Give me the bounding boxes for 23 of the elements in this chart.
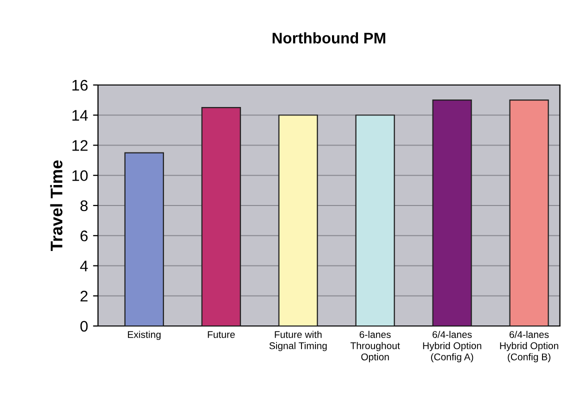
bar — [509, 100, 549, 326]
y-tick-label: 16 — [72, 80, 88, 91]
x-tick-label: 6/4-lanes Hybrid Option (Config B) — [500, 330, 558, 362]
y-tick-label: 4 — [80, 260, 88, 272]
chart-title: Northbound PM — [272, 32, 386, 44]
y-tick-label: 2 — [80, 290, 88, 302]
bar — [278, 114, 318, 326]
bar — [124, 152, 164, 326]
x-tick-label: 6-lanes Throughout Option — [350, 330, 400, 362]
y-tick-label: 12 — [72, 140, 88, 151]
y-axis-title: Travel Time — [50, 160, 62, 252]
y-tick-label: 14 — [72, 110, 88, 121]
bar — [201, 107, 241, 326]
x-tick-label: Future — [208, 331, 235, 338]
x-tick-label: 6/4-lanes Hybrid Option (Config A) — [423, 330, 482, 362]
x-tick-label: Existing — [128, 330, 161, 340]
y-tick-label: 0 — [80, 320, 88, 332]
y-tick-label: 10 — [72, 170, 88, 182]
y-tick-label: 8 — [80, 200, 88, 212]
y-tick-label: 6 — [80, 230, 88, 242]
bar — [355, 114, 395, 326]
x-tick-label: Future with Signal Timing — [269, 330, 327, 352]
bar — [432, 100, 472, 326]
